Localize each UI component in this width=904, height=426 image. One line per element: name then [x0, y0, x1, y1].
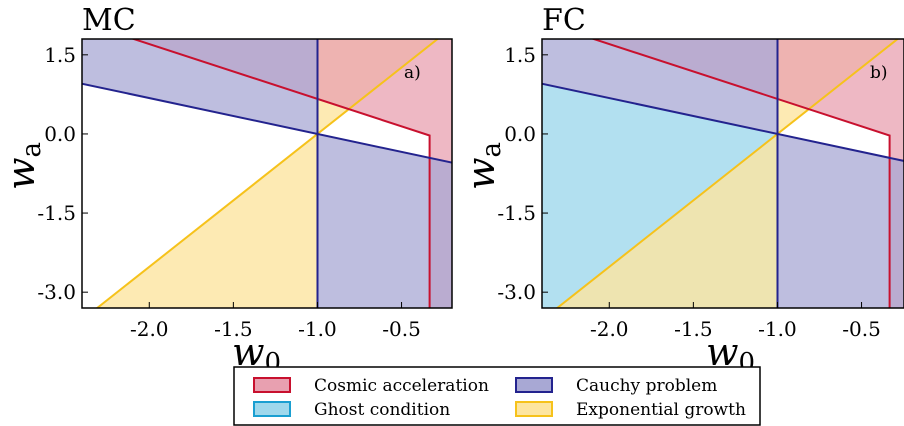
panel-a-y-ticks: 1.5 0.0 -1.5 -3.0 [37, 43, 88, 304]
panel-b-y-tick-label: -3.0 [497, 280, 536, 304]
panel-a-cosmic-region [133, 39, 452, 308]
legend-box [233, 366, 761, 426]
panel-a-y-tick-label: 0.0 [44, 122, 76, 146]
panel-b-plot [541, 38, 904, 309]
panel-b-cauchy-upper [542, 39, 778, 134]
panel-b-y-ticks: 1.5 0.0 -1.5 -3.0 [497, 43, 548, 304]
panel-a-cosmic-boundary [130, 39, 431, 308]
panel-b-y-tick-label: 0.0 [504, 122, 536, 146]
panel-b-x-tick-label: -1.5 [674, 317, 713, 341]
panel-b-x-ticks: -2.0 -1.5 -1.0 -0.5 [590, 302, 881, 341]
panel-a-corner-label: a) [404, 63, 421, 83]
panel-a-x-tick-label: -2.0 [130, 317, 169, 341]
legend: Cosmic acceleration Cauchy problem Ghost… [233, 366, 761, 426]
panel-b-y-label: wa [459, 142, 507, 190]
legend-label-cosmic: Cosmic acceleration [314, 376, 489, 396]
panel-a-y-tick-label: -1.5 [37, 201, 76, 225]
legend-label-ghost: Ghost condition [314, 400, 450, 420]
panel-b: FC -2.0 -1.5 -1.0 -0.5 1.50.0-1.5-3.0 b) w0… [459, 3, 904, 378]
panel-b-regions [542, 39, 904, 308]
panel-b-x-tick-label: -1.0 [758, 317, 797, 341]
legend-swatch-ghost [253, 401, 291, 417]
panel-a-exponential-boundary [95, 39, 440, 308]
panel-b-x-tick-label: -0.5 [842, 317, 881, 341]
legend-label-cauchy: Cauchy problem [576, 376, 717, 396]
panel-a-y-label: wa [0, 142, 47, 190]
panel-a-cauchy-lower [317, 133, 452, 308]
panel-a-frame [81, 38, 453, 309]
legend-swatch-exponential [515, 401, 553, 417]
panel-b-x-tick-label: -2.0 [590, 317, 629, 341]
panel-b-cosmic-boundary [590, 39, 891, 308]
panel-a-regions [82, 39, 452, 308]
panel-b-y-tick-label: 1.5 [504, 43, 536, 67]
panel-b-frame [541, 38, 904, 309]
panel-b-cosmic-region [593, 39, 904, 308]
legend-swatch-cosmic [253, 377, 291, 393]
panel-a-x-tick-label: -1.5 [214, 317, 253, 341]
panel-b-y-tick-label: -1.5 [497, 201, 536, 225]
panel-a-x-ticks: -2.0 -1.5 -1.0 -0.5 [130, 302, 421, 341]
panel-b-title: FC [542, 3, 586, 38]
panel-b-cauchy-lower [777, 133, 904, 308]
panel-a-x-tick-label: -0.5 [382, 317, 421, 341]
legend-swatch-cauchy [515, 377, 553, 393]
panel-b-exponential-boundary [555, 39, 900, 308]
panel-a-y-tick-label: -3.0 [37, 280, 76, 304]
legend-label-exponential: Exponential growth [576, 400, 746, 420]
panel-a-cauchy-boundary [82, 82, 452, 164]
panel-a-x-tick-label: -1.0 [298, 317, 337, 341]
panel-a-cauchy-upper [82, 39, 318, 134]
panel-b-corner-label: b) [870, 63, 888, 83]
panel-b-cauchy-boundary [542, 82, 904, 162]
panel-a-plot [81, 38, 453, 309]
panel-a-title: MC [82, 3, 136, 38]
panel-a: MC -2.0 -1.5 -1.0 -0.5 1.50.0-1.5-3.0 a) w0… [0, 3, 453, 378]
panel-a-y-tick-label: 1.5 [44, 43, 76, 67]
